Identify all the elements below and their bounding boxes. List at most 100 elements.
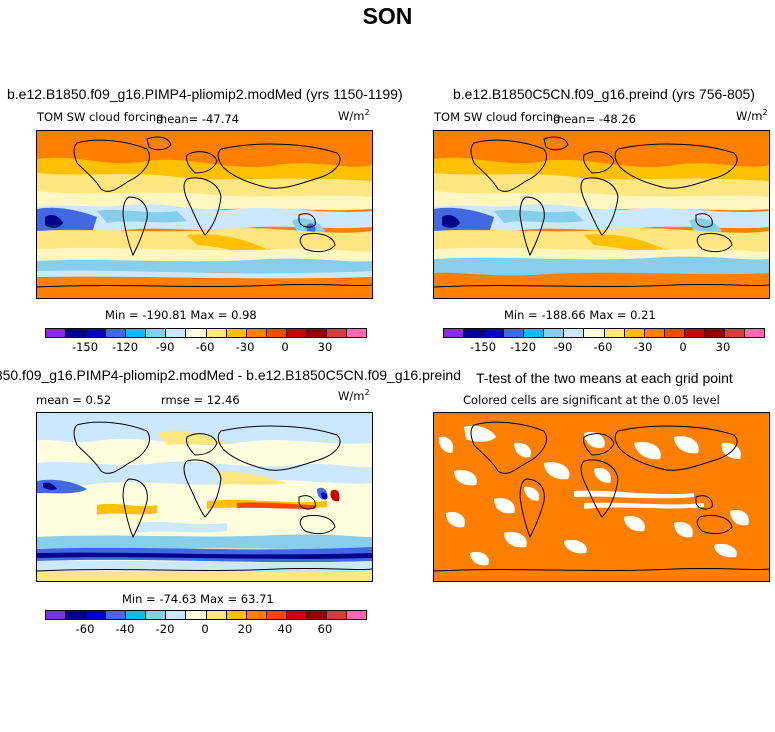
colorbar-box <box>246 611 267 619</box>
colorbar-box <box>564 329 585 337</box>
panel1-mean: mean= -47.74 <box>156 112 239 126</box>
colorbar-box <box>464 329 485 337</box>
panel1-minmax: Min = -190.81 Max = 0.98 <box>105 308 257 322</box>
colorbar-box <box>206 611 227 619</box>
panel3-units: W/m2 <box>338 388 370 403</box>
colorbar-box <box>326 329 347 337</box>
tick-label: -90 <box>155 340 175 354</box>
tick-label: -60 <box>195 340 215 354</box>
tick-label: -30 <box>633 340 653 354</box>
colorbar-box <box>226 329 247 337</box>
panel3-title: b.e12.B1850.f09_g16.PIMP4-pliomip2.modMe… <box>0 367 461 383</box>
panel1-colorbar-ticks: -150 -120 -90 -60 -30 0 30 <box>45 340 365 354</box>
tick-label: 0 <box>281 340 289 354</box>
colorbar-box <box>186 611 207 619</box>
colorbar-box <box>624 329 645 337</box>
colorbar-box <box>346 329 366 337</box>
panel2-minmax: Min = -188.66 Max = 0.21 <box>504 308 656 322</box>
panel3-colorbar <box>45 610 367 620</box>
colorbar-box <box>266 611 287 619</box>
colorbar-box <box>286 329 307 337</box>
colorbar-box <box>326 611 347 619</box>
panel3-minmax: Min = -74.63 Max = 63.71 <box>122 592 274 606</box>
panel2-colorbar <box>443 328 765 338</box>
tick-label: -60 <box>75 622 95 636</box>
colorbar-box <box>266 329 287 337</box>
panel1-subtitle: TOM SW cloud forcing <box>37 110 164 124</box>
tick-label: -20 <box>155 622 175 636</box>
panel2-subtitle: TOM SW cloud forcing <box>434 110 561 124</box>
colorbar-box <box>246 329 267 337</box>
tick-label: -150 <box>469 340 497 354</box>
tick-label: -150 <box>71 340 99 354</box>
panel4-title: T-test of the two means at each grid poi… <box>476 370 733 386</box>
tick-label: 60 <box>317 622 333 636</box>
colorbar-box <box>286 611 307 619</box>
panel1-map-plot <box>37 131 372 298</box>
panel1-units: W/m2 <box>338 108 370 123</box>
panel3-title-clip: b.e12.B1850.f09_g16.PIMP4-pliomip2.modMe… <box>0 366 465 386</box>
tick-label: -30 <box>235 340 255 354</box>
colorbar-box <box>504 329 525 337</box>
tick-label: -90 <box>553 340 573 354</box>
colorbar-box <box>724 329 745 337</box>
panel1-map <box>36 130 373 299</box>
colorbar-box <box>744 329 764 337</box>
colorbar-box <box>604 329 625 337</box>
tick-label: -120 <box>509 340 537 354</box>
panel2-colorbar-ticks: -150 -120 -90 -60 -30 0 30 <box>443 340 763 354</box>
panel2-units: W/m2 <box>736 108 768 123</box>
panel2-mean: mean= -48.26 <box>553 112 636 126</box>
colorbar-box <box>186 329 207 337</box>
panel3-rmse: rmse = 12.46 <box>161 393 240 407</box>
tick-label: 0 <box>679 340 687 354</box>
colorbar-box <box>644 329 665 337</box>
panel1-title: b.e12.B1850.f09_g16.PIMP4-pliomip2.modMe… <box>7 86 403 102</box>
colorbar-box <box>66 329 87 337</box>
colorbar-box <box>126 329 147 337</box>
colorbar-box <box>166 329 187 337</box>
colorbar-box <box>684 329 705 337</box>
colorbar-box <box>444 329 465 337</box>
colorbar-box <box>86 611 107 619</box>
colorbar-box <box>226 611 247 619</box>
colorbar-box <box>86 329 107 337</box>
panel1-colorbar <box>45 328 367 338</box>
panel4-map-plot <box>434 413 769 581</box>
colorbar-box <box>166 611 187 619</box>
colorbar-box <box>46 329 67 337</box>
tick-label: -60 <box>593 340 613 354</box>
colorbar-box <box>46 611 67 619</box>
tick-label: -40 <box>115 622 135 636</box>
tick-label: 30 <box>715 340 731 354</box>
tick-label: -120 <box>111 340 139 354</box>
panel4-map <box>433 412 770 582</box>
colorbar-box <box>524 329 545 337</box>
colorbar-box <box>106 329 127 337</box>
colorbar-box <box>66 611 87 619</box>
panel4-subtitle: Colored cells are significant at the 0.0… <box>463 393 720 407</box>
colorbar-box <box>704 329 725 337</box>
panel2-title: b.e12.B1850C5CN.f09_g16.preind (yrs 756-… <box>453 86 755 102</box>
colorbar-box <box>584 329 605 337</box>
panel2-map <box>433 130 770 299</box>
colorbar-box <box>106 611 127 619</box>
colorbar-box <box>544 329 565 337</box>
colorbar-box <box>664 329 685 337</box>
tick-label: 0 <box>201 622 209 636</box>
colorbar-box <box>146 611 167 619</box>
colorbar-box <box>306 329 327 337</box>
colorbar-box <box>484 329 505 337</box>
panel3-map <box>36 412 373 582</box>
colorbar-box <box>206 329 227 337</box>
tick-label: 30 <box>317 340 333 354</box>
colorbar-box <box>306 611 327 619</box>
panel3-colorbar-ticks: -60 -40 -20 0 20 40 60 <box>45 622 365 636</box>
figure-title: SON <box>362 3 413 29</box>
tick-label: 20 <box>237 622 253 636</box>
colorbar-box <box>146 329 167 337</box>
colorbar-box <box>346 611 366 619</box>
panel3-mean: mean = 0.52 <box>36 393 112 407</box>
panel2-map-plot <box>434 131 769 298</box>
tick-label: 40 <box>277 622 293 636</box>
